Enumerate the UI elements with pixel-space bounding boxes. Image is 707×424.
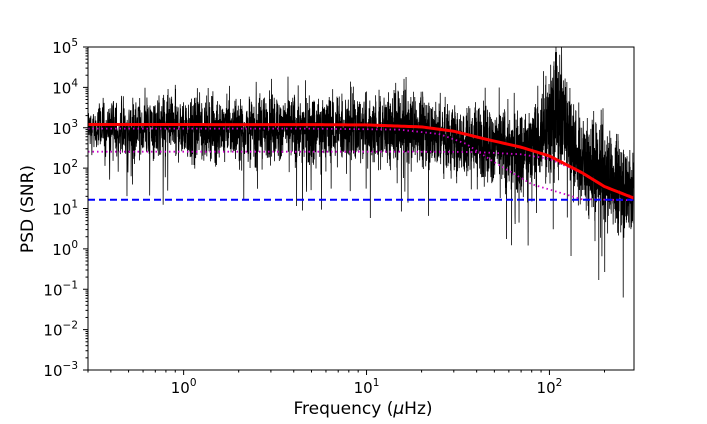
background-fit-line [88, 123, 634, 200]
y-tick-label: 100 [52, 239, 78, 259]
y-tick-label: 10−1 [43, 279, 78, 299]
power-spectrum-line [88, 47, 634, 298]
x-axis: 100 101 102 [87, 370, 605, 397]
y-tick-label: 103 [52, 118, 78, 138]
y-tick-label: 102 [52, 158, 78, 178]
y-tick-label: 101 [52, 199, 78, 219]
y-tick-label: 104 [52, 77, 78, 97]
y-axis: 10−3 10−2 10−1 100 101 102 103 104 105 [43, 37, 88, 380]
x-axis-label: Frequency (μHz) [293, 399, 432, 419]
x-tick-label: 101 [354, 377, 380, 397]
y-tick-label: 10−3 [43, 360, 78, 380]
y-tick-label: 105 [52, 37, 78, 57]
harvey-component-1-line [88, 127, 634, 202]
x-tick-label: 100 [171, 377, 197, 397]
plot-area [88, 47, 634, 298]
y-axis-label: PSD (SNR) [18, 165, 38, 253]
x-tick-label: 102 [537, 377, 563, 397]
y-tick-label: 10−2 [43, 320, 78, 340]
harvey-component-2-line [88, 150, 634, 199]
